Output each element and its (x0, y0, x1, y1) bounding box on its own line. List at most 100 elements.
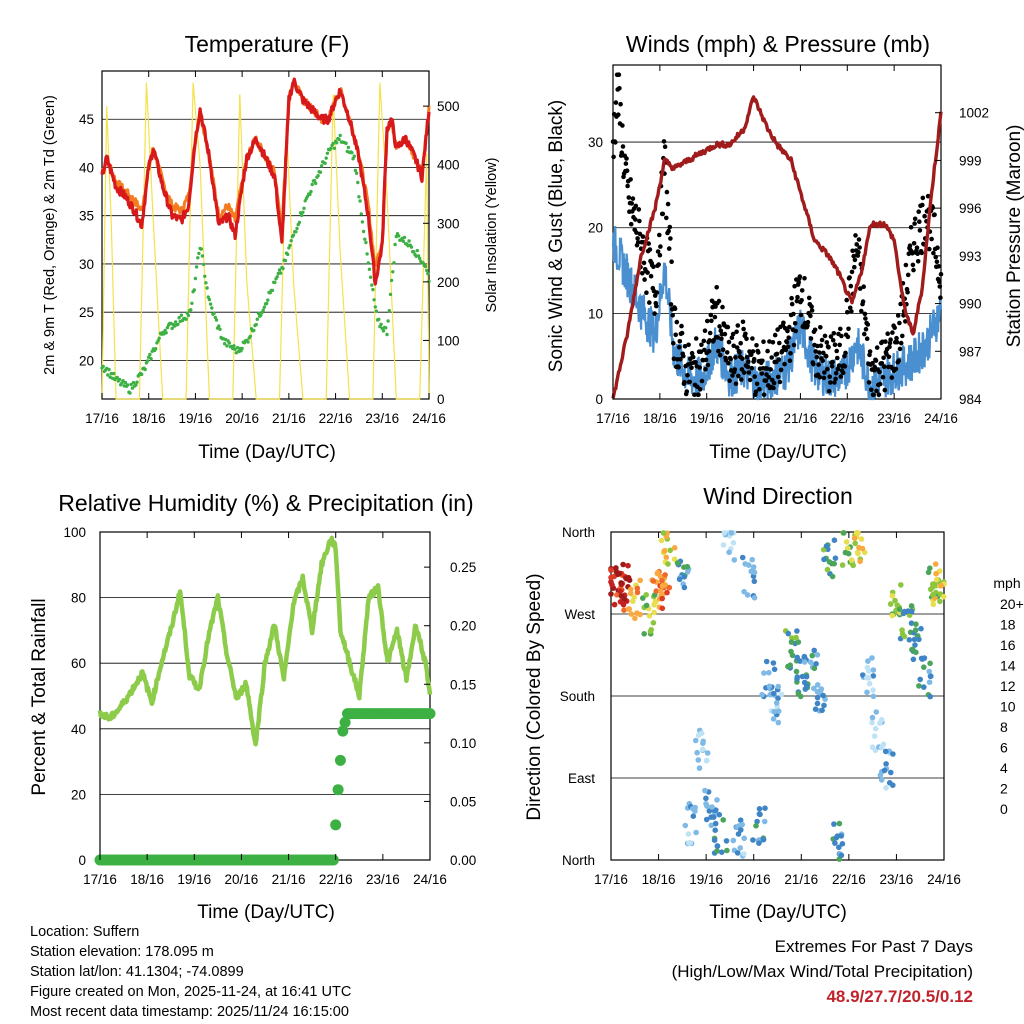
dewpoint-point (387, 309, 391, 313)
direction-point (730, 540, 737, 546)
wind-gust-point (792, 321, 798, 326)
extremes-subtitle: (High/Low/Max Wind/Total Precipitation) (671, 962, 973, 981)
wind-gust-point (637, 218, 642, 224)
wind-gust-point (871, 392, 876, 398)
direction-point (771, 666, 778, 673)
wind-direction-panel: Wind Direction North East South West North 17… (524, 483, 1024, 923)
direction-point (741, 835, 747, 842)
direction-point (663, 554, 670, 561)
dewpoint-point (308, 192, 312, 197)
wind-gust-point (787, 358, 793, 364)
wind-gust-point (635, 240, 641, 245)
wind-gust-point (647, 300, 652, 305)
dewpoint-point (123, 380, 128, 385)
direction-point (756, 806, 763, 812)
colorbar-level-label: 0 (1000, 801, 1008, 817)
pressure-line (611, 95, 943, 399)
dewpoint-point (425, 268, 429, 273)
direction-point (749, 556, 755, 563)
direction-point (659, 605, 666, 612)
wind-gust-point (623, 161, 629, 166)
wind-gust-point (908, 225, 914, 230)
direction-point (785, 630, 792, 637)
direction-point (870, 693, 877, 700)
wind-gust-point (905, 272, 911, 278)
wind-gust-point (844, 297, 849, 303)
wind-gust-point (857, 286, 863, 291)
station-location: Location: Suffern (30, 924, 140, 940)
wind-gust-point (765, 348, 770, 354)
wind-gust-point (611, 154, 616, 160)
wind-gust-point (716, 298, 722, 304)
wind-gust-point (668, 236, 673, 241)
direction-point (634, 585, 641, 592)
direction-point (801, 659, 808, 665)
wind-gust-point (874, 388, 879, 394)
wind-gust-point (785, 344, 791, 350)
direction-point (853, 530, 860, 536)
direction-point (751, 578, 758, 585)
wind-gust-point (796, 280, 801, 285)
dewpoint-point (288, 243, 292, 248)
wind-gust-point (698, 349, 704, 355)
direction-point (889, 612, 895, 619)
direction-point (684, 569, 691, 575)
direction-point (628, 611, 635, 617)
direction-point (921, 664, 927, 670)
humidity-panel: Relative Humidity (%) & Precipitation (i… (29, 490, 476, 923)
wind-gust-point (673, 332, 678, 338)
wind-gust-point (656, 262, 661, 267)
direction-point (667, 547, 673, 554)
direction-point (937, 598, 943, 605)
direction-point (726, 549, 732, 556)
dewpoint-point (184, 317, 188, 321)
wind-gust-point (679, 323, 684, 329)
y-tick-label-right: 993 (959, 249, 982, 264)
direction-point (938, 582, 944, 589)
direction-point (882, 748, 889, 755)
direction-point (811, 647, 817, 654)
wind-gust-point (864, 336, 870, 342)
wind-gust-point (839, 333, 844, 339)
direction-point (829, 573, 836, 580)
wind-gust-point (744, 355, 750, 360)
y-tick-label: 100 (63, 525, 86, 540)
dewpoint-point (205, 286, 209, 290)
wind-gust-point (826, 345, 831, 350)
wind-gust-point (877, 381, 883, 387)
wind-gust-point (791, 311, 796, 317)
direction-point (888, 769, 894, 776)
wind-gust-point (786, 335, 791, 341)
direction-point (926, 679, 933, 685)
wind-gust-point (832, 380, 837, 385)
wind-gust-point (637, 231, 643, 237)
direction-point (643, 602, 650, 609)
wind-gust-point (888, 337, 893, 343)
direction-point (692, 808, 698, 814)
wind-gust-point (842, 364, 848, 369)
wind-gust-point (863, 316, 868, 321)
direction-point (632, 615, 638, 622)
dewpoint-point (358, 199, 362, 203)
wind-gust-point (922, 213, 927, 219)
wind-gust-point (897, 346, 903, 352)
precip-point (332, 784, 344, 796)
direction-point (843, 539, 850, 545)
wind-gust-point (775, 327, 780, 332)
wind-gust-point (797, 274, 803, 279)
direction-point (778, 691, 785, 698)
dewpoint-point (384, 326, 388, 330)
wind-gust-point (735, 323, 741, 328)
wind-gust-point (689, 365, 694, 371)
wind-gust-point (654, 290, 660, 295)
y-tick-label-right: 0.05 (450, 794, 476, 809)
dewpoint-point (289, 239, 293, 243)
dewpoint-point (252, 328, 256, 333)
wind-gust-point (809, 308, 815, 313)
wind-gust-point (847, 305, 853, 311)
dewpoint-point (126, 383, 130, 387)
direction-point (851, 535, 858, 541)
wind-gust-point (634, 230, 639, 235)
wind-gust-point (894, 339, 900, 345)
dewpoint-point (309, 189, 313, 194)
